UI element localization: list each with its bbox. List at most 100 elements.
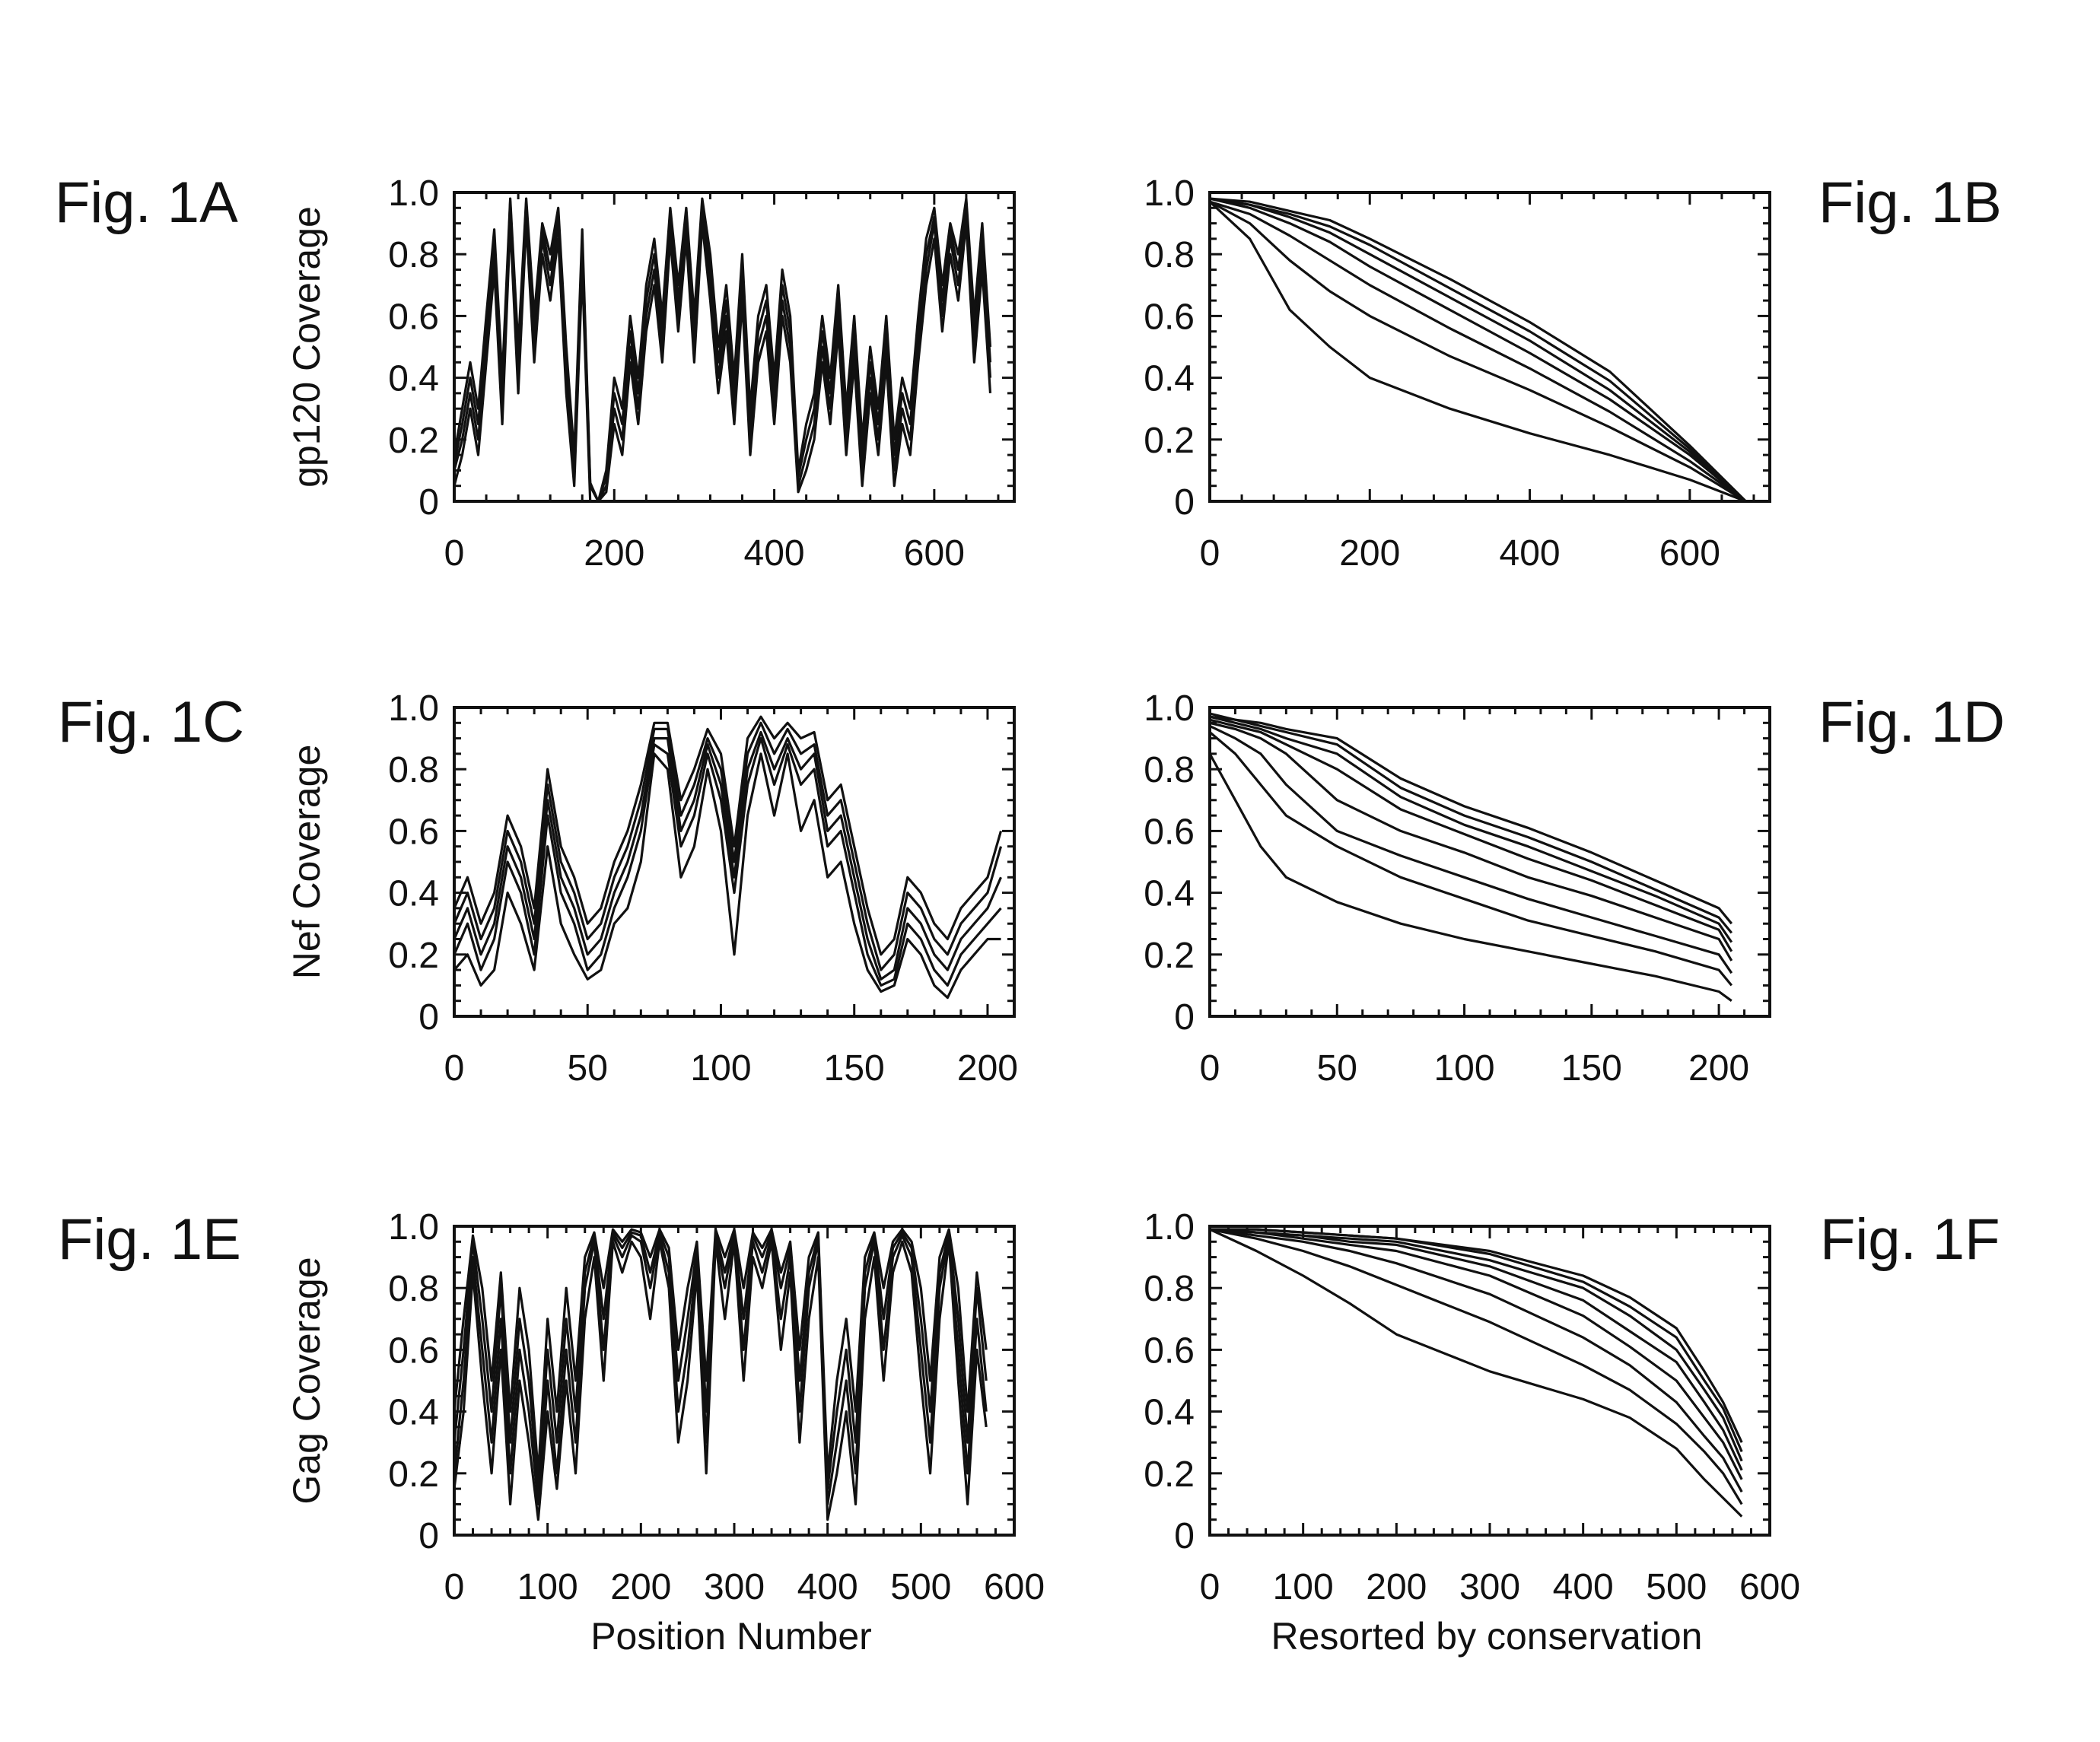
- x-tick-label: 0: [444, 1048, 465, 1089]
- x-tick-label: 400: [744, 533, 805, 574]
- series-line-2: [1210, 202, 1746, 501]
- series-line-5: [1210, 1229, 1742, 1470]
- y-tick-label: 0: [1174, 997, 1195, 1038]
- chart-panel-b: Fig. 1B 0 200 400 600 0 0.2 0.4 0.6 0.8 1.0: [1144, 170, 2002, 574]
- x-axis-title: Resorted by conservation: [1271, 1615, 1703, 1658]
- x-tick-label: 600: [1659, 533, 1720, 574]
- series-line-4: [454, 1241, 986, 1519]
- series-group: [1210, 199, 1746, 501]
- x-tick-label: 150: [1561, 1048, 1622, 1089]
- series-line-4: [1210, 1229, 1742, 1480]
- y-tick-label: 1.0: [388, 173, 439, 214]
- y-tick-label: 0.4: [1144, 1393, 1195, 1433]
- x-tick-label: 200: [610, 1567, 671, 1607]
- x-tick-label: 0: [1200, 1048, 1220, 1089]
- x-tick-label: 100: [517, 1567, 578, 1607]
- x-tick-label: 500: [1646, 1567, 1707, 1607]
- y-tick-label: 0: [1174, 482, 1195, 523]
- x-tick-label: 0: [1200, 533, 1220, 574]
- series-line-4: [454, 224, 991, 501]
- y-tick-label: 0.6: [388, 297, 439, 337]
- chart-panel-a: Fig. 1A 0 200 400 600 0 0.2 0.4 0.6 0.8 1.0 gp120 C…: [55, 170, 1014, 574]
- y-tick-label: 0.2: [1144, 421, 1195, 461]
- y-tick-label: 0.2: [1144, 936, 1195, 976]
- series-line-4: [1210, 723, 1732, 961]
- figure-label-b: Fig. 1B: [1818, 170, 2002, 235]
- x-tick-label: 50: [1317, 1048, 1357, 1089]
- y-tick-label: 0.8: [388, 235, 439, 275]
- y-tick-label: 0: [1174, 1516, 1195, 1556]
- y-tick-label: 0.2: [388, 421, 439, 461]
- y-tick-label: 0.8: [1144, 235, 1195, 275]
- x-tick-label: 100: [1273, 1567, 1334, 1607]
- y-tick-label: 0: [418, 482, 439, 523]
- chart-panel-d: Fig. 1D05010015020000.20.40.60.81.0: [1144, 688, 2005, 1089]
- plot-frame: [1210, 1226, 1770, 1535]
- x-tick-label: 0: [444, 1567, 465, 1607]
- figure-label-e: Fig. 1E: [58, 1207, 241, 1272]
- x-tick-label: 400: [1500, 533, 1561, 574]
- y-axis-title: Gag Coverage: [285, 1257, 328, 1504]
- x-tick-label: 600: [1739, 1567, 1800, 1607]
- series-line-1: [1210, 754, 1732, 1001]
- figure-label-a: Fig. 1A: [55, 170, 238, 235]
- y-tick-label: 0.6: [1144, 812, 1195, 852]
- y-tick-label: 0.6: [1144, 1330, 1195, 1371]
- y-tick-label: 0: [418, 1516, 439, 1556]
- x-tick-label: 500: [890, 1567, 951, 1607]
- x-tick-label: 200: [584, 533, 644, 574]
- x-axis-title: Position Number: [590, 1615, 872, 1658]
- y-tick-label: 0.6: [1144, 297, 1195, 337]
- chart-panel-f: Fig. 1F 0 100 200 300 400 500 600 0 0.2 0.4 0.6 0.8 1…: [1144, 1207, 2000, 1658]
- figure-label-f: Fig. 1F: [1820, 1207, 2000, 1272]
- y-tick-label: 0.8: [388, 1269, 439, 1309]
- x-tick-label: 100: [690, 1048, 751, 1089]
- figure-label-c: Fig. 1C: [58, 690, 244, 755]
- series-line-6: [1210, 717, 1732, 942]
- x-tick-label: 50: [568, 1048, 608, 1089]
- y-tick-label: 0: [418, 997, 439, 1038]
- y-tick-label: 0.2: [1144, 1454, 1195, 1495]
- x-tick-label: 0: [1200, 1567, 1220, 1607]
- y-tick-label: 0.4: [1144, 359, 1195, 399]
- figure-canvas: Fig. 1A 0 200 400 600 0 0.2 0.4 0.6 0.8 1.0 gp120 C…: [0, 0, 2100, 1742]
- series-line-3: [1210, 726, 1732, 973]
- x-tick-label: 0: [444, 533, 465, 574]
- chart-panel-e: Fig. 1E010020030040050060000.20.40.60.81…: [58, 1207, 1045, 1658]
- y-axis-title: Nef Coverage: [285, 745, 328, 980]
- y-tick-label: 0.6: [388, 812, 439, 852]
- x-tick-label: 300: [1459, 1567, 1520, 1607]
- series-group: [454, 199, 991, 501]
- y-tick-label: 0.4: [388, 874, 439, 914]
- x-tick-label: 200: [1688, 1048, 1749, 1089]
- x-tick-label: 600: [984, 1567, 1045, 1607]
- x-tick-label: 150: [824, 1048, 885, 1089]
- y-tick-label: 1.0: [1144, 688, 1195, 729]
- series-line-8: [1210, 1229, 1742, 1442]
- series-group: [1210, 714, 1732, 1001]
- series-group: [454, 1229, 986, 1520]
- y-tick-label: 0.8: [1144, 750, 1195, 790]
- y-tick-label: 1.0: [1144, 1207, 1195, 1248]
- y-tick-label: 0.4: [388, 1393, 439, 1433]
- x-tick-label: 200: [1339, 533, 1400, 574]
- x-tick-label: 400: [1553, 1567, 1614, 1607]
- y-tick-label: 0.4: [1144, 874, 1195, 914]
- series-line-2: [1210, 733, 1732, 986]
- y-tick-label: 0.8: [388, 750, 439, 790]
- y-tick-label: 1.0: [1144, 173, 1195, 214]
- x-tick-label: 300: [704, 1567, 765, 1607]
- x-tick-label: 600: [904, 533, 965, 574]
- y-tick-label: 0.2: [388, 936, 439, 976]
- x-tick-label: 200: [957, 1048, 1018, 1089]
- y-tick-label: 0.2: [388, 1454, 439, 1495]
- y-tick-label: 0.8: [1144, 1269, 1195, 1309]
- y-tick-label: 0.4: [388, 359, 439, 399]
- x-tick-label: 400: [797, 1567, 858, 1607]
- y-axis-title: gp120 Coverage: [285, 206, 328, 488]
- series-group: [1210, 1229, 1742, 1517]
- series-group: [454, 717, 1001, 997]
- x-tick-label: 100: [1433, 1048, 1494, 1089]
- x-tick-label: 200: [1366, 1567, 1427, 1607]
- y-tick-label: 1.0: [388, 688, 439, 729]
